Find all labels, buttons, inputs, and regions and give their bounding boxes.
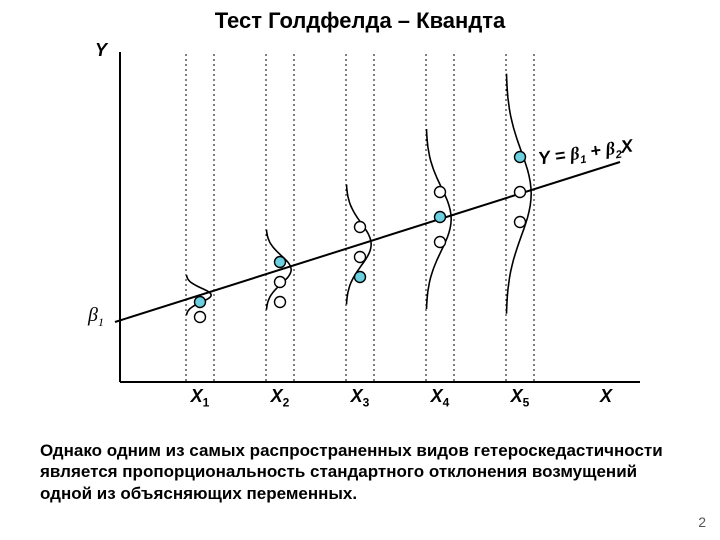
x-tick-3: X3 [351,386,370,410]
beta1-label: β1 [88,304,104,330]
page-number: 2 [698,514,706,530]
x-tick-5: X5 [511,386,530,410]
x-tick-2: X2 [271,386,290,410]
x-axis-label: X [600,386,612,407]
y-axis-label: Y [95,40,107,61]
chart: Y β1 Y = β1 + β2X X1 X2 X3 X4 X5 X [60,42,660,422]
x-tick-4: X4 [431,386,450,410]
chart-svg [60,42,660,402]
x-tick-1: X1 [191,386,210,410]
page-title: Тест Голдфелда – Квандта [0,0,720,34]
caption-text: Однако одним из самых распространенных в… [40,440,680,504]
